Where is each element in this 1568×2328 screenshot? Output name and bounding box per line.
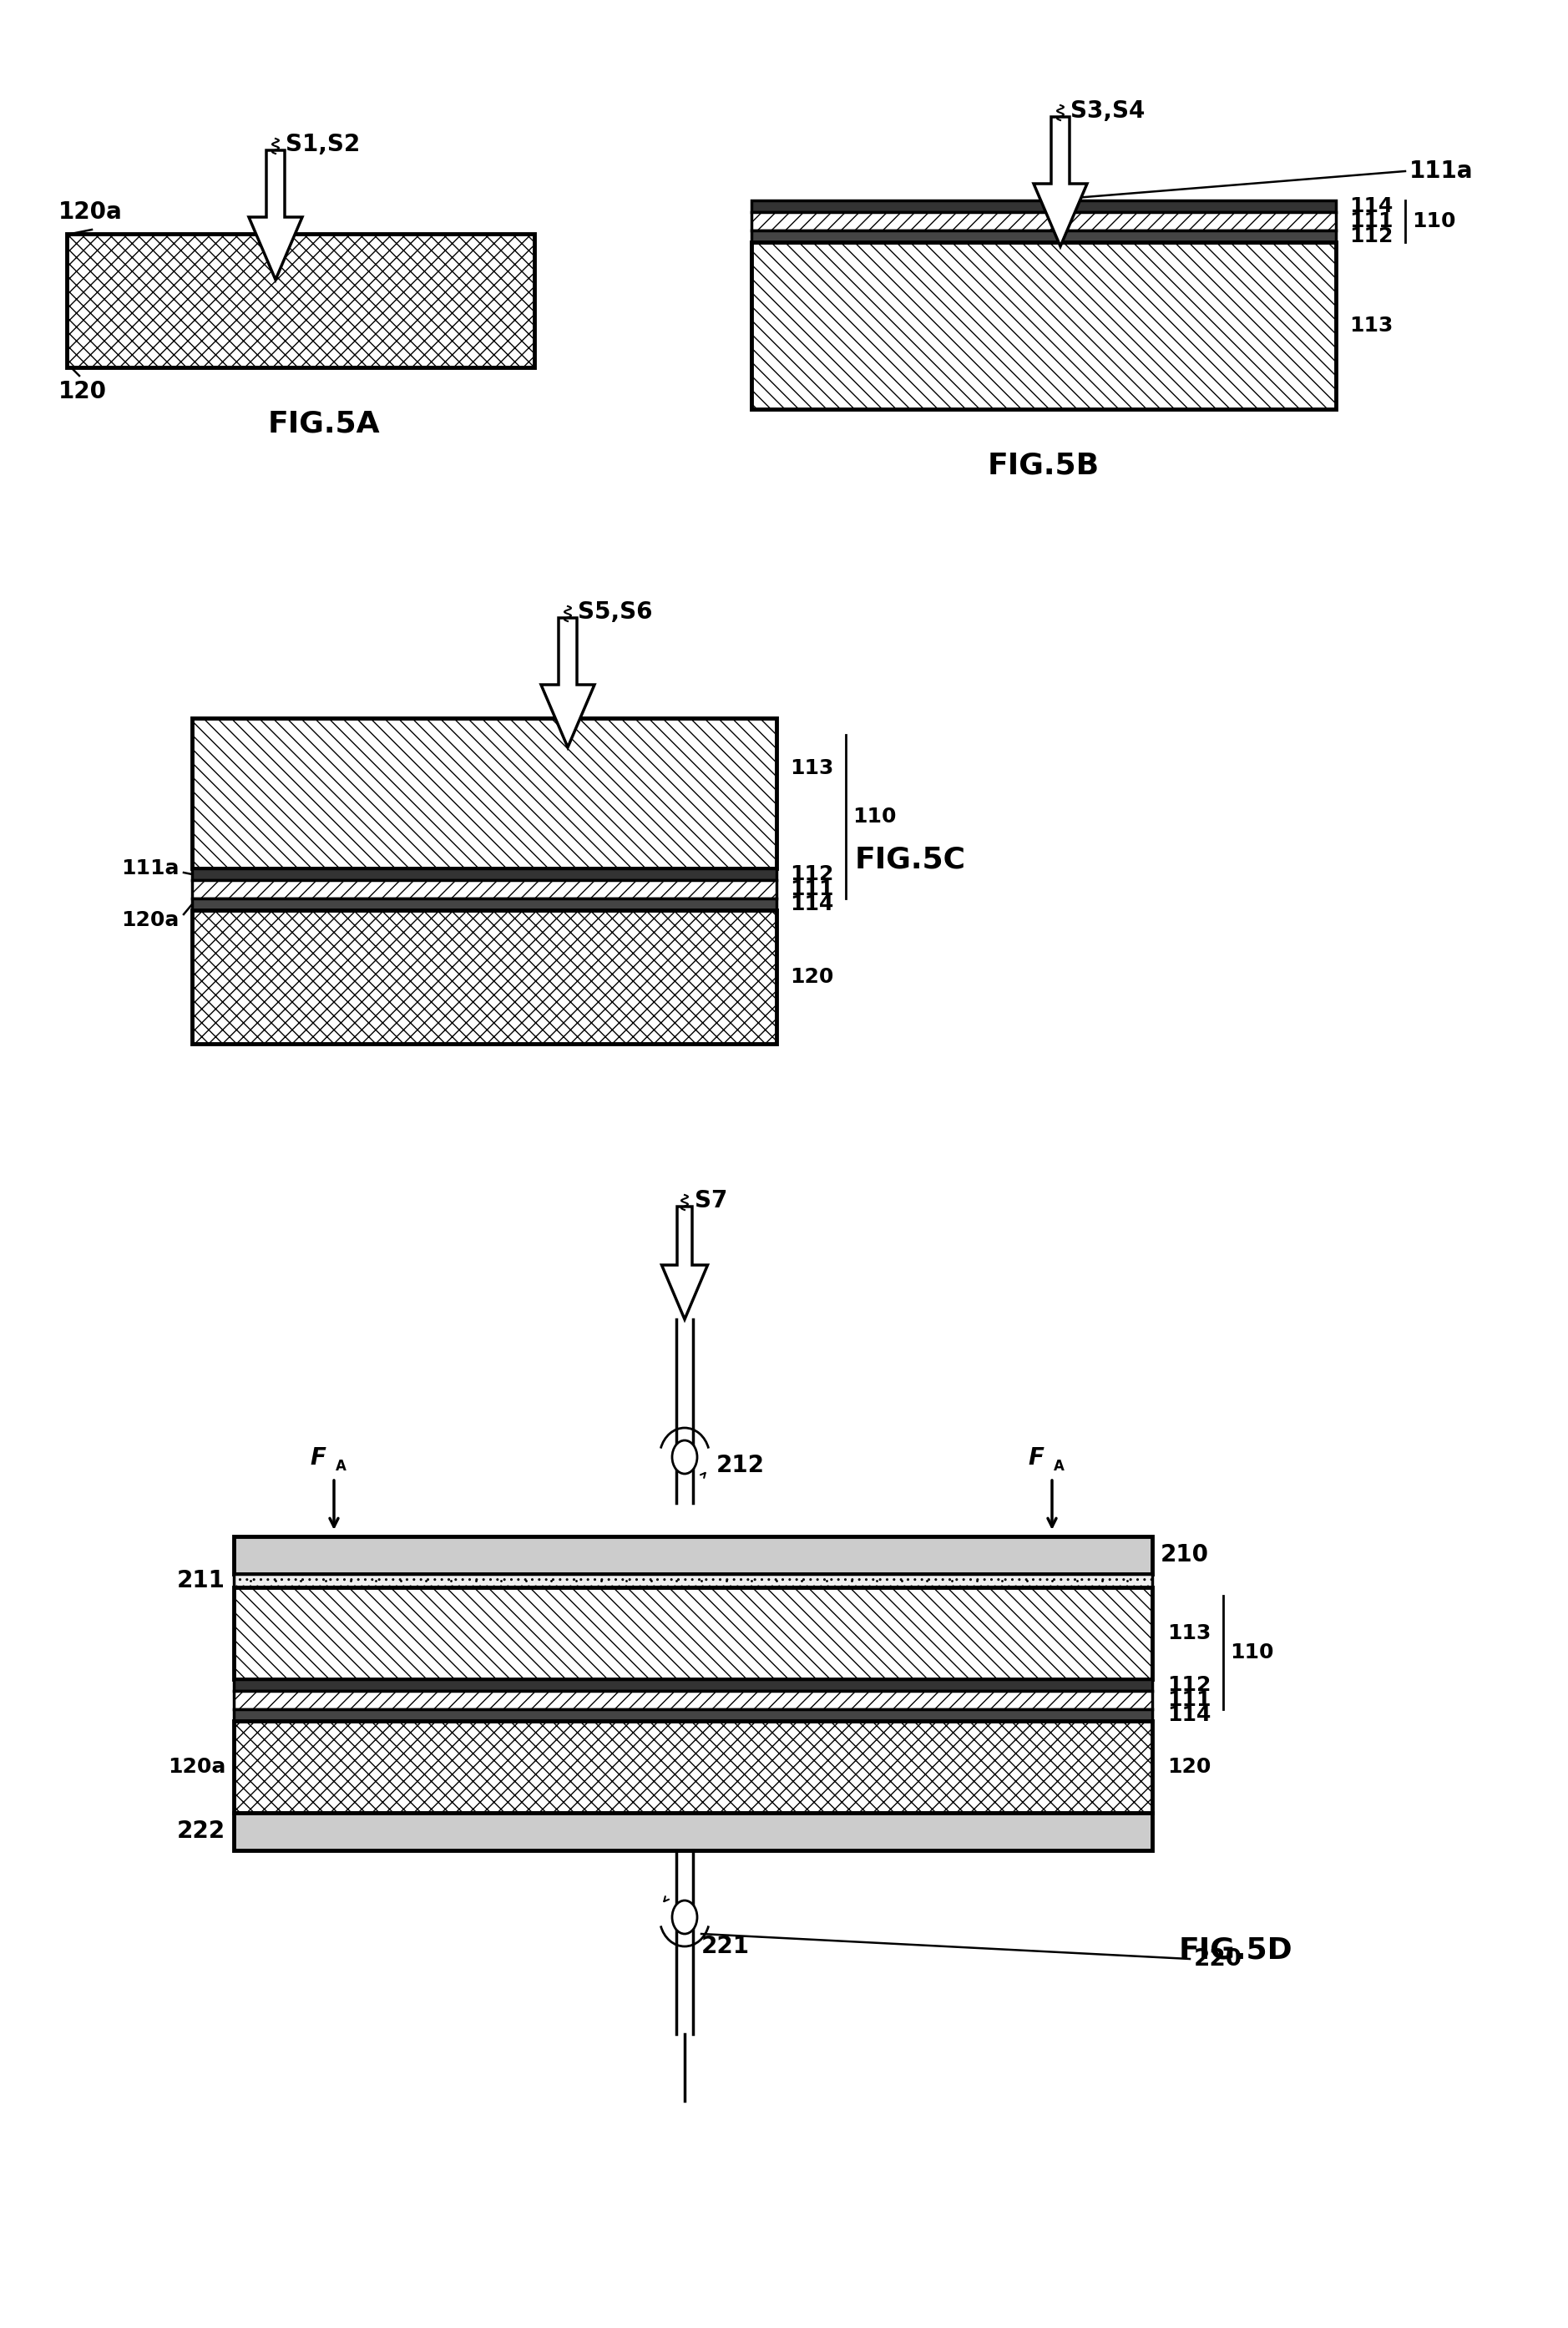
Bar — [234, 1690, 1152, 1709]
Text: FIG.5D: FIG.5D — [1179, 1937, 1292, 1965]
Text: FIG.5B: FIG.5B — [988, 452, 1099, 480]
Text: 112: 112 — [1348, 226, 1392, 247]
Text: A: A — [1054, 1460, 1065, 1474]
Polygon shape — [662, 1206, 707, 1320]
Text: 112: 112 — [1167, 1676, 1210, 1695]
Text: 212: 212 — [717, 1453, 765, 1478]
Text: 211: 211 — [177, 1569, 226, 1592]
Polygon shape — [1033, 116, 1087, 247]
Bar — [234, 1574, 1152, 1588]
Bar — [751, 200, 1336, 212]
Polygon shape — [541, 617, 594, 747]
Text: 110: 110 — [853, 805, 897, 826]
Bar — [751, 230, 1336, 242]
Bar — [234, 1814, 1152, 1851]
Text: 120a: 120a — [168, 1758, 226, 1776]
Bar — [191, 910, 776, 1043]
Bar — [191, 899, 776, 910]
Text: 113: 113 — [1167, 1623, 1210, 1644]
Text: 114: 114 — [790, 894, 834, 915]
Bar — [191, 880, 776, 899]
Ellipse shape — [673, 1900, 698, 1935]
Text: 111: 111 — [790, 880, 834, 899]
Text: 111a: 111a — [1410, 161, 1474, 184]
Text: 210: 210 — [1160, 1543, 1209, 1567]
Text: 222: 222 — [177, 1820, 226, 1844]
Bar — [234, 1588, 1152, 1678]
Text: 111: 111 — [1348, 212, 1392, 230]
Bar — [234, 1678, 1152, 1690]
Text: S3,S4: S3,S4 — [1071, 100, 1145, 123]
Bar — [234, 1709, 1152, 1720]
Text: 111: 111 — [1167, 1690, 1210, 1711]
Text: S7: S7 — [695, 1190, 728, 1213]
Text: A: A — [336, 1460, 347, 1474]
Text: 120a: 120a — [58, 200, 122, 223]
Text: 120: 120 — [1167, 1758, 1210, 1776]
Polygon shape — [249, 151, 303, 279]
Text: 113: 113 — [790, 759, 834, 778]
Ellipse shape — [673, 1441, 698, 1474]
Text: 120: 120 — [790, 966, 834, 987]
Text: 110: 110 — [1411, 212, 1455, 230]
Text: F: F — [1027, 1446, 1044, 1469]
Text: 120a: 120a — [122, 910, 179, 931]
Bar — [234, 1720, 1152, 1814]
Bar — [191, 868, 776, 880]
Text: S5,S6: S5,S6 — [577, 601, 652, 624]
Bar — [234, 1536, 1152, 1574]
Text: 110: 110 — [1229, 1644, 1273, 1662]
Text: 221: 221 — [701, 1935, 750, 1958]
Text: FIG.5C: FIG.5C — [855, 845, 966, 875]
Text: 220: 220 — [1193, 1946, 1242, 1969]
Text: F: F — [310, 1446, 326, 1469]
Bar — [751, 242, 1336, 410]
Text: 112: 112 — [790, 864, 834, 885]
Bar — [751, 212, 1336, 230]
Text: S1,S2: S1,S2 — [285, 133, 361, 156]
Text: 114: 114 — [1348, 196, 1392, 217]
Text: FIG.5A: FIG.5A — [268, 410, 379, 438]
Text: 120: 120 — [58, 379, 107, 403]
Text: 111a: 111a — [121, 859, 179, 878]
Bar — [67, 233, 535, 368]
Text: 114: 114 — [1167, 1704, 1210, 1725]
Text: 113: 113 — [1348, 317, 1392, 335]
Bar — [191, 717, 776, 868]
